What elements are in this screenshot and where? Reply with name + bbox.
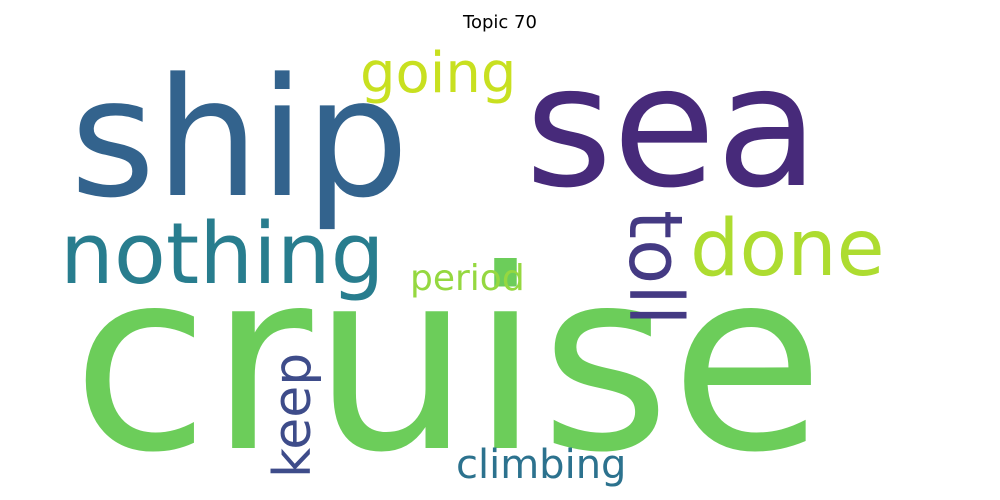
word-nothing: nothing: [60, 205, 385, 304]
word-sea: sea: [525, 29, 819, 225]
word-cruise: cruise: [72, 216, 824, 500]
chart-title: Topic 70: [463, 12, 537, 33]
word-climbing: climbing: [456, 442, 626, 488]
word-done: done: [690, 204, 885, 294]
word-keep: keep: [263, 353, 323, 478]
word-going: going: [360, 41, 516, 106]
word-ship: ship: [70, 43, 409, 234]
word-toll: toll: [612, 210, 698, 325]
word-period: period: [410, 258, 525, 299]
